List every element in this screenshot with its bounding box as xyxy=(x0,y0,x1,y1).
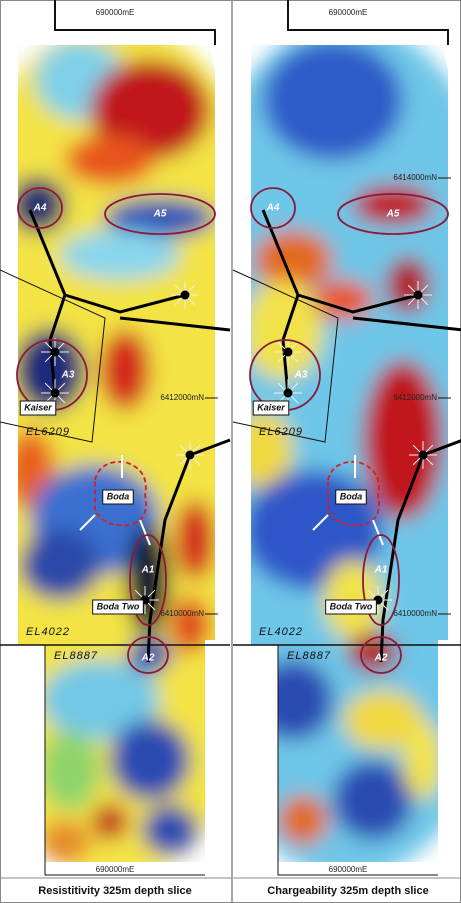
anomaly-label: A4 xyxy=(33,203,47,214)
anomaly-label: A5 xyxy=(386,209,400,220)
easting-label: 690000mE xyxy=(329,8,368,17)
prospect-label: Boda Two xyxy=(330,601,373,611)
tenement-label: EL4022 xyxy=(259,626,303,638)
northing-label: 6414000mN xyxy=(393,173,437,182)
easting-label: 690000mE xyxy=(96,8,135,17)
drill-hole xyxy=(186,451,195,460)
heat-blob xyxy=(363,360,443,520)
anomaly-label: A1 xyxy=(141,565,155,576)
drill-hole xyxy=(284,348,293,357)
heat-blob xyxy=(313,280,373,320)
anomaly-label: A2 xyxy=(141,653,155,664)
prospect-label: Boda xyxy=(340,491,363,501)
drill-hole xyxy=(414,291,423,300)
anomaly-label: A1 xyxy=(374,565,388,576)
easting-label: 690000mE xyxy=(96,865,135,874)
drill-hole xyxy=(51,389,60,398)
heat-blob xyxy=(243,280,323,380)
heat-blob xyxy=(403,720,443,800)
prospect-label: Kaiser xyxy=(24,402,52,412)
anomaly-label: A5 xyxy=(153,209,167,220)
drill-hole xyxy=(181,291,190,300)
tenement-label: EL6209 xyxy=(259,426,303,438)
northing-label: 6410000mN xyxy=(393,609,437,618)
anomaly-label: A2 xyxy=(374,653,388,664)
easting-label: 690000mE xyxy=(329,865,368,874)
heat-blob xyxy=(100,330,150,410)
panel-caption: Resistitivity 325m depth slice xyxy=(38,885,191,897)
heat-blob xyxy=(278,795,328,845)
heat-blob xyxy=(92,804,128,840)
tenement-label: EL6209 xyxy=(26,426,70,438)
anomaly-label: A3 xyxy=(61,370,75,381)
drill-hole xyxy=(419,451,428,460)
prospect-label: Boda xyxy=(107,491,130,501)
heat-blob xyxy=(333,760,413,840)
heat-blob xyxy=(110,720,190,800)
heat-blob xyxy=(263,40,403,160)
heat-blob xyxy=(40,730,100,810)
prospect-label: Boda Two xyxy=(97,601,140,611)
heat-blob xyxy=(175,500,215,580)
heat-blob xyxy=(142,805,198,855)
map-figure: A4 A5 A3 A1 A2 Kaiser Boda Boda Two EL6209 EL4022… xyxy=(0,0,461,903)
drill-hole xyxy=(51,348,60,357)
heat-blob xyxy=(60,230,180,280)
northing-label: 6412000mN xyxy=(393,393,437,402)
tenement-label: EL4022 xyxy=(26,626,70,638)
anomaly-label: A4 xyxy=(266,203,280,214)
tenement-label: EL8887 xyxy=(287,650,331,662)
prospect-label: Kaiser xyxy=(257,402,285,412)
panel-caption: Chargeability 325m depth slice xyxy=(267,885,428,897)
heat-blob xyxy=(65,135,155,185)
heat-blob xyxy=(20,530,100,600)
drill-hole xyxy=(284,389,293,398)
heat-blob xyxy=(40,820,90,864)
anomaly-label: A3 xyxy=(294,370,308,381)
northing-label: 6410000mN xyxy=(160,609,204,618)
northing-label: 6412000mN xyxy=(160,393,204,402)
tenement-label: EL8887 xyxy=(54,650,98,662)
